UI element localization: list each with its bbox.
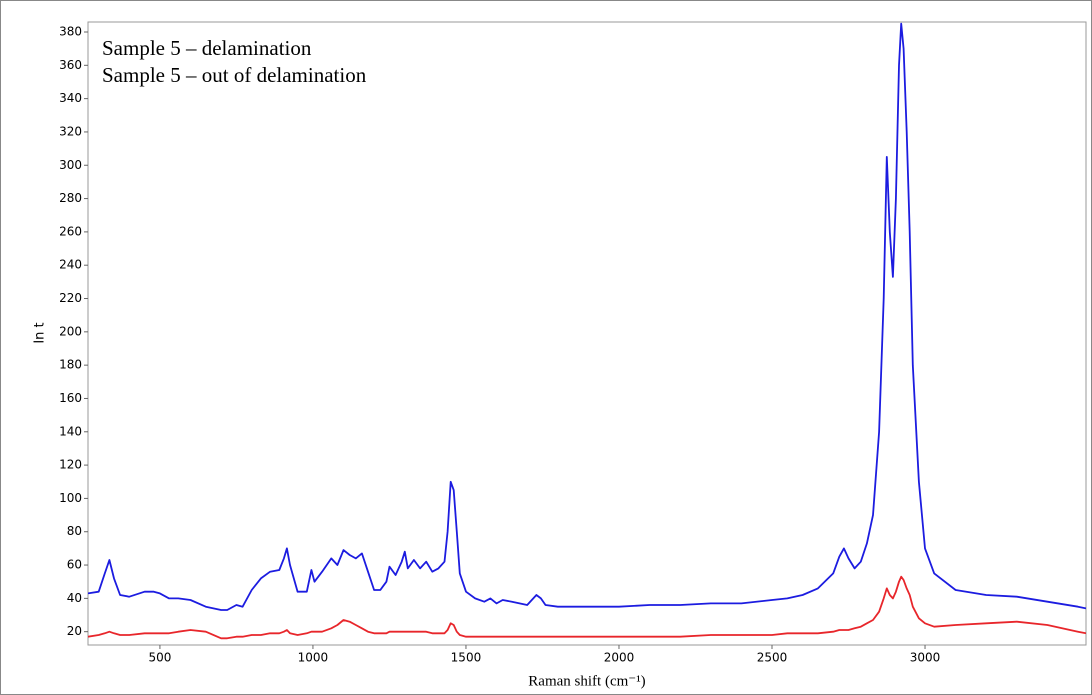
y-tick-label: 320 <box>59 124 82 138</box>
y-tick-label: 240 <box>59 258 82 272</box>
x-axis-label: Raman shift (cm⁻¹) <box>528 673 645 689</box>
legend-entry: Sample 5 – out of delamination <box>102 63 367 87</box>
y-tick-label: 40 <box>67 591 82 605</box>
y-tick-label: 140 <box>59 424 82 438</box>
series-line <box>88 22 1086 611</box>
x-tick-label: 1000 <box>298 651 329 665</box>
legend-entry: Sample 5 – delamination <box>102 36 312 60</box>
y-tick-label: 200 <box>59 324 82 338</box>
x-tick-label: 3000 <box>910 651 941 665</box>
y-tick-label: 100 <box>59 491 82 505</box>
lines <box>88 22 1086 640</box>
y-tick-label: 280 <box>59 191 82 205</box>
x-tick-label: 1500 <box>451 651 482 665</box>
y-tick-label: 380 <box>59 24 82 38</box>
x-tick-label: 2500 <box>757 651 788 665</box>
x-tick-label: 500 <box>148 651 171 665</box>
y-tick-label: 80 <box>67 524 82 538</box>
y-tick-label: 220 <box>59 291 82 305</box>
y-tick-label: 340 <box>59 91 82 105</box>
y-tick-label: 180 <box>59 358 82 372</box>
y-tick-label: 160 <box>59 391 82 405</box>
y-tick-label: 20 <box>67 624 82 638</box>
plot-area <box>87 21 1087 646</box>
y-tick-label: 300 <box>59 158 82 172</box>
y-tick-label: 260 <box>59 224 82 238</box>
y-axis-label: In t <box>33 322 48 343</box>
y-tick-label: 60 <box>67 558 82 572</box>
y-tick-label: 360 <box>59 58 82 72</box>
series-line <box>88 575 1086 640</box>
y-tick-label: 120 <box>59 458 82 472</box>
x-tick-label: 2000 <box>604 651 635 665</box>
